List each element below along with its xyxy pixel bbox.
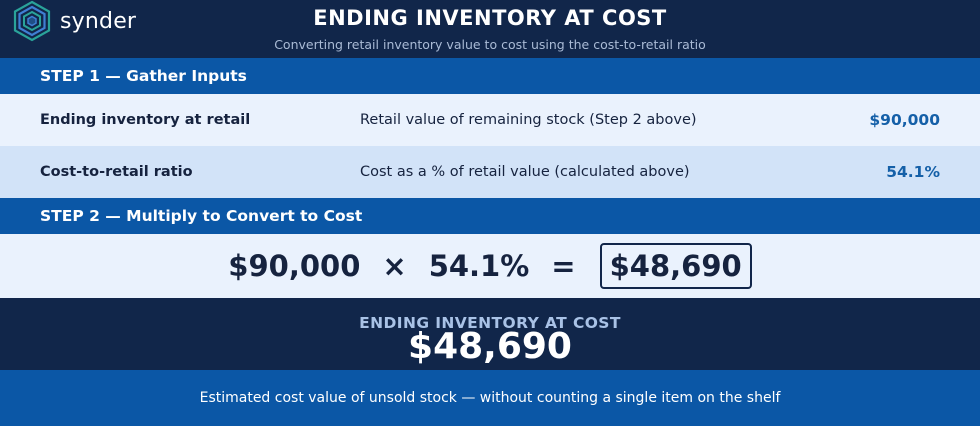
row-description: Retail value of remaining stock (Step 2 …: [360, 112, 697, 128]
brand-logo: synder: [12, 0, 136, 42]
step1-heading: STEP 1 — Gather Inputs: [0, 58, 980, 94]
equation-result: $48,690: [599, 243, 752, 289]
equation: $90,000 × 54.1% = $48,690: [0, 234, 980, 298]
result-block: ENDING INVENTORY AT COST $48,690: [0, 298, 980, 370]
result-value: $48,690: [408, 326, 572, 367]
row-value: $90,000: [869, 111, 940, 129]
row-description: Cost as a % of retail value (calculated …: [360, 164, 690, 180]
footer-note: Estimated cost value of unsold stock — w…: [0, 370, 980, 426]
row-label: Ending inventory at retail: [40, 112, 251, 128]
input-row-ending-inventory: Ending inventory at retail Retail value …: [0, 94, 980, 146]
input-row-cost-to-retail-ratio: Cost-to-retail ratio Cost as a % of reta…: [0, 146, 980, 198]
brand-name: synder: [60, 8, 137, 34]
row-value: 54.1%: [886, 163, 940, 181]
result-label: ENDING INVENTORY AT COST: [359, 314, 621, 332]
equation-right-operand: 54.1%: [428, 249, 530, 283]
equals-sign: =: [551, 249, 576, 283]
header: synder ENDING INVENTORY AT COST Converti…: [0, 0, 980, 58]
page-title: ENDING INVENTORY AT COST: [313, 6, 667, 30]
synder-hexagon-logo-icon: [12, 0, 52, 42]
row-label: Cost-to-retail ratio: [40, 164, 193, 180]
page-subtitle: Converting retail inventory value to cos…: [274, 37, 706, 52]
equation-left-operand: $90,000: [228, 249, 361, 283]
multiply-sign: ×: [382, 249, 407, 283]
step2-heading: STEP 2 — Multiply to Convert to Cost: [0, 198, 980, 234]
